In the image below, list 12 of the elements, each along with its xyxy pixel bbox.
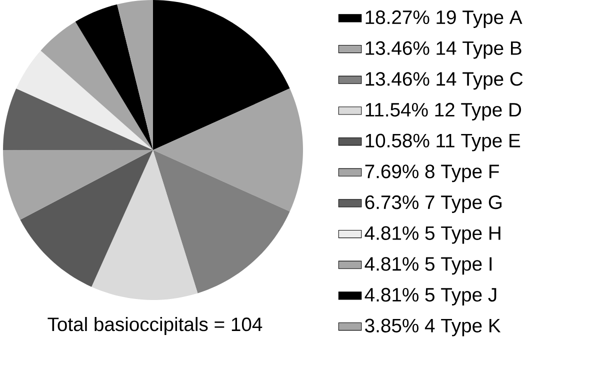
legend-label: 10.58% 11 Type E	[366, 134, 520, 152]
legend-label: 6.73% 7 Type G	[365, 195, 502, 213]
legend-label: 13.46% 14 Type B	[366, 41, 522, 59]
legend-label: 4.81% 5 Type J	[364, 288, 496, 306]
legend-label: 4.81% 5 Type I	[364, 257, 492, 275]
legend-label: 7.69% 8 Type F	[365, 164, 499, 182]
legend-label: 4.81% 5 Type H	[364, 226, 500, 244]
legend-label: 18.27% 19 Type A	[366, 10, 522, 28]
legend-label: 3.85% 4 Type K	[365, 318, 501, 336]
legend-label: 11.54% 12 Type D	[366, 102, 522, 120]
legend-label: 13.46% 14 Type C	[366, 72, 523, 90]
text: Total basioccipitals = 104	[48, 316, 262, 336]
